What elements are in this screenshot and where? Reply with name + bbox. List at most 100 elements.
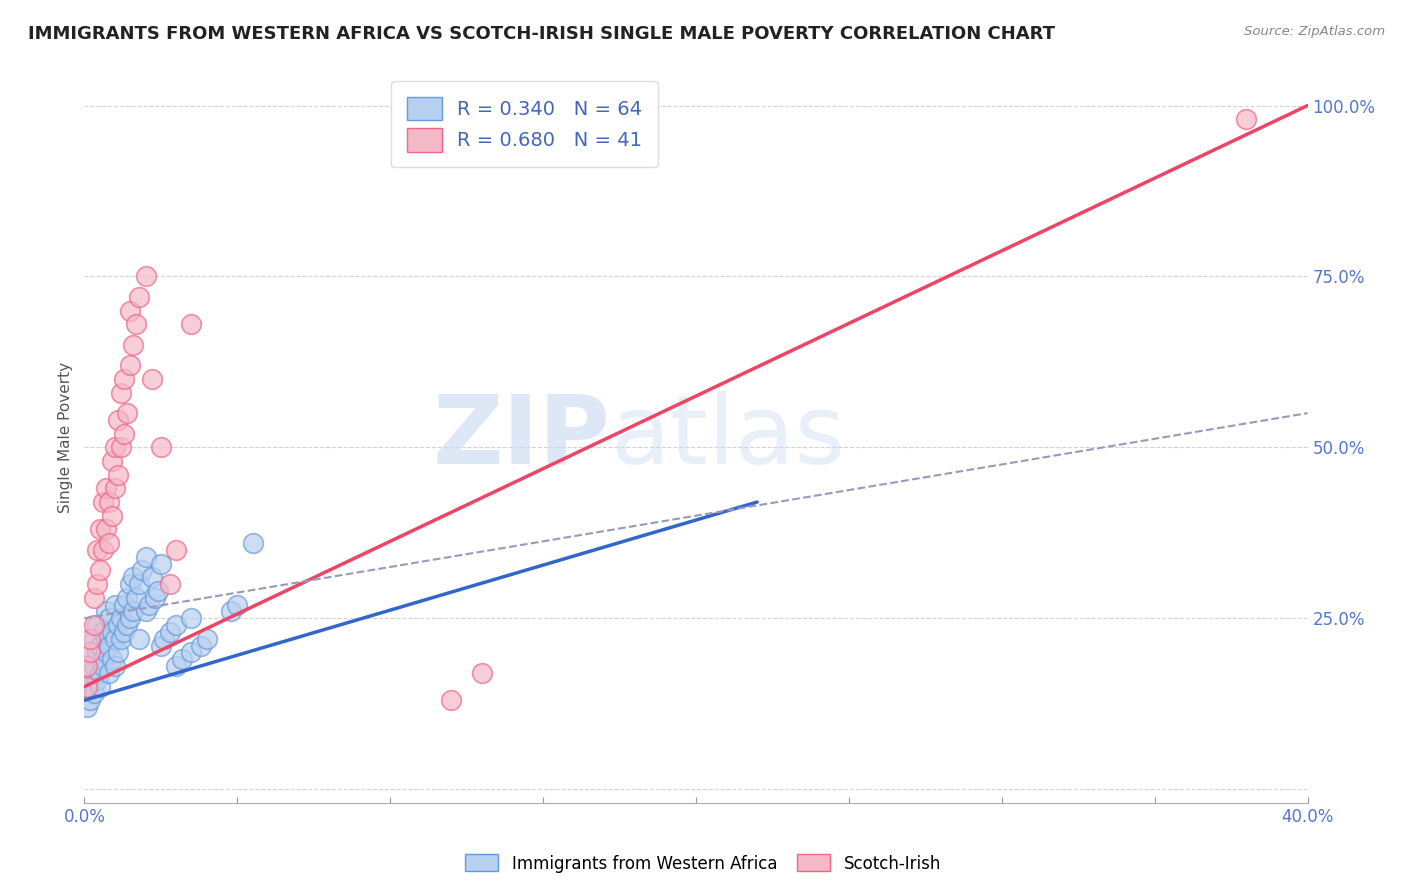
Point: [79, 693, 101, 707]
Point: [1236, 112, 1258, 127]
Point: [135, 549, 157, 564]
Point: [101, 652, 124, 666]
Point: [83, 659, 105, 673]
Point: [110, 385, 132, 400]
Point: [146, 583, 169, 598]
Point: [141, 570, 163, 584]
Point: [149, 557, 172, 571]
Point: [91, 542, 114, 557]
Legend: R = 0.340   N = 64, R = 0.680   N = 41: R = 0.340 N = 64, R = 0.680 N = 41: [391, 81, 658, 168]
Point: [159, 624, 181, 639]
Point: [110, 611, 132, 625]
Point: [107, 413, 129, 427]
Point: [128, 290, 150, 304]
Point: [122, 338, 145, 352]
Point: [104, 440, 127, 454]
Point: [120, 359, 142, 373]
Point: [86, 673, 108, 687]
Point: [94, 604, 117, 618]
Point: [471, 665, 494, 680]
Text: atlas: atlas: [610, 391, 845, 483]
Point: [128, 577, 150, 591]
Point: [165, 542, 187, 557]
Point: [89, 680, 111, 694]
Point: [79, 645, 101, 659]
Point: [94, 632, 117, 646]
Point: [83, 618, 105, 632]
Point: [120, 611, 142, 625]
Point: [76, 659, 98, 673]
Point: [86, 645, 108, 659]
Point: [97, 611, 120, 625]
Point: [180, 318, 202, 332]
Point: [226, 598, 249, 612]
Point: [86, 542, 108, 557]
Point: [219, 604, 242, 618]
Point: [143, 591, 166, 605]
Point: [104, 481, 127, 495]
Point: [83, 632, 105, 646]
Point: [195, 632, 218, 646]
Point: [76, 680, 98, 694]
Point: [91, 652, 114, 666]
Point: [86, 618, 108, 632]
Y-axis label: Single Male Poverty: Single Male Poverty: [58, 361, 73, 513]
Point: [115, 591, 138, 605]
Point: [89, 639, 111, 653]
Point: [135, 269, 157, 284]
Point: [112, 426, 135, 441]
Point: [107, 467, 129, 482]
Point: [97, 495, 120, 509]
Point: [112, 624, 135, 639]
Point: [128, 632, 150, 646]
Point: [91, 624, 114, 639]
Point: [104, 632, 127, 646]
Point: [79, 645, 101, 659]
Point: [101, 454, 124, 468]
Point: [101, 508, 124, 523]
Point: [138, 598, 160, 612]
Point: [112, 598, 135, 612]
Point: [149, 440, 172, 454]
Point: [104, 598, 127, 612]
Point: [101, 624, 124, 639]
Point: [79, 632, 101, 646]
Point: [89, 665, 111, 680]
Point: [107, 645, 129, 659]
Point: [107, 618, 129, 632]
Text: IMMIGRANTS FROM WESTERN AFRICA VS SCOTCH-IRISH SINGLE MALE POVERTY CORRELATION C: IMMIGRANTS FROM WESTERN AFRICA VS SCOTCH…: [28, 25, 1054, 43]
Point: [165, 618, 187, 632]
Point: [141, 372, 163, 386]
Point: [149, 639, 172, 653]
Point: [79, 665, 101, 680]
Point: [125, 591, 148, 605]
Point: [180, 645, 202, 659]
Point: [83, 686, 105, 700]
Point: [120, 577, 142, 591]
Point: [112, 372, 135, 386]
Point: [135, 604, 157, 618]
Legend: Immigrants from Western Africa, Scotch-Irish: Immigrants from Western Africa, Scotch-I…: [458, 847, 948, 880]
Point: [153, 632, 176, 646]
Point: [120, 303, 142, 318]
Point: [76, 700, 98, 714]
Text: Source: ZipAtlas.com: Source: ZipAtlas.com: [1244, 25, 1385, 38]
Point: [104, 659, 127, 673]
Point: [97, 665, 120, 680]
Point: [94, 481, 117, 495]
Point: [89, 563, 111, 577]
Point: [190, 639, 212, 653]
Point: [94, 522, 117, 536]
Point: [110, 440, 132, 454]
Point: [440, 693, 463, 707]
Point: [97, 536, 120, 550]
Point: [83, 591, 105, 605]
Point: [122, 570, 145, 584]
Point: [97, 639, 120, 653]
Point: [165, 659, 187, 673]
Point: [172, 652, 194, 666]
Point: [180, 611, 202, 625]
Point: [125, 318, 148, 332]
Point: [94, 645, 117, 659]
Point: [115, 406, 138, 420]
